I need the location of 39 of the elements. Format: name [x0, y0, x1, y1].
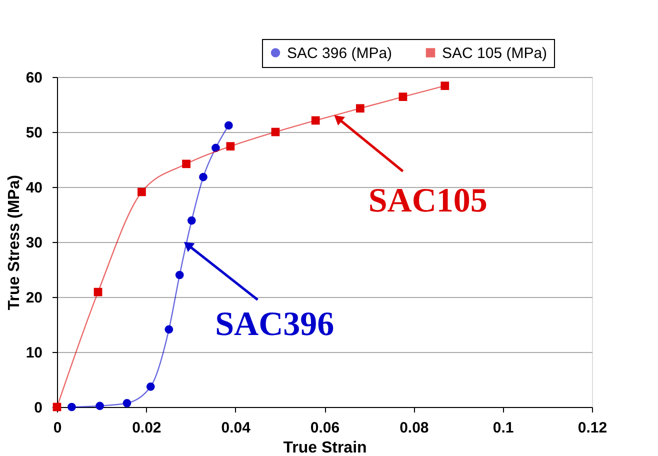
y-tick-label: 60	[26, 70, 42, 86]
point	[212, 144, 220, 152]
y-tick-label: 20	[26, 290, 42, 306]
x-tick-label: 0.06	[310, 420, 340, 436]
point	[226, 142, 235, 150]
legend-label: SAC 396 (MPa)	[287, 44, 392, 62]
point	[271, 128, 280, 136]
point	[199, 172, 208, 182]
y-tick-label: 50	[26, 124, 42, 142]
point	[68, 402, 76, 412]
point	[311, 116, 320, 125]
point	[122, 398, 132, 408]
x-tick-label: 0.04	[221, 420, 252, 436]
point	[94, 288, 102, 296]
point	[398, 92, 408, 101]
x-axis-title: True Strain	[283, 440, 367, 456]
y-tick-label: 0	[34, 400, 42, 416]
point	[440, 82, 450, 90]
y-tick-label: 40	[26, 180, 42, 196]
point	[96, 402, 104, 410]
x-tick-label: 0.08	[400, 420, 429, 436]
point	[175, 270, 184, 280]
point	[138, 188, 146, 196]
y-tick-label: 10	[26, 344, 42, 362]
x-tick-label: 0.12	[578, 420, 608, 436]
y-tick-label: 30	[26, 234, 42, 252]
point	[356, 104, 364, 113]
annotation: SAC105	[368, 182, 488, 220]
point	[187, 216, 196, 225]
legend-label: SAC 105 (MPa)	[442, 44, 548, 62]
annotation: SAC396	[215, 306, 334, 343]
point	[182, 160, 190, 168]
x-tick-label: 0.02	[132, 420, 162, 436]
point	[164, 325, 174, 334]
y-axis-title: True Stress (MPa)	[6, 174, 23, 310]
x-tick-label: 0.1	[492, 420, 514, 436]
point	[146, 382, 155, 391]
point	[224, 121, 233, 130]
x-tick-label: 0	[53, 420, 62, 436]
